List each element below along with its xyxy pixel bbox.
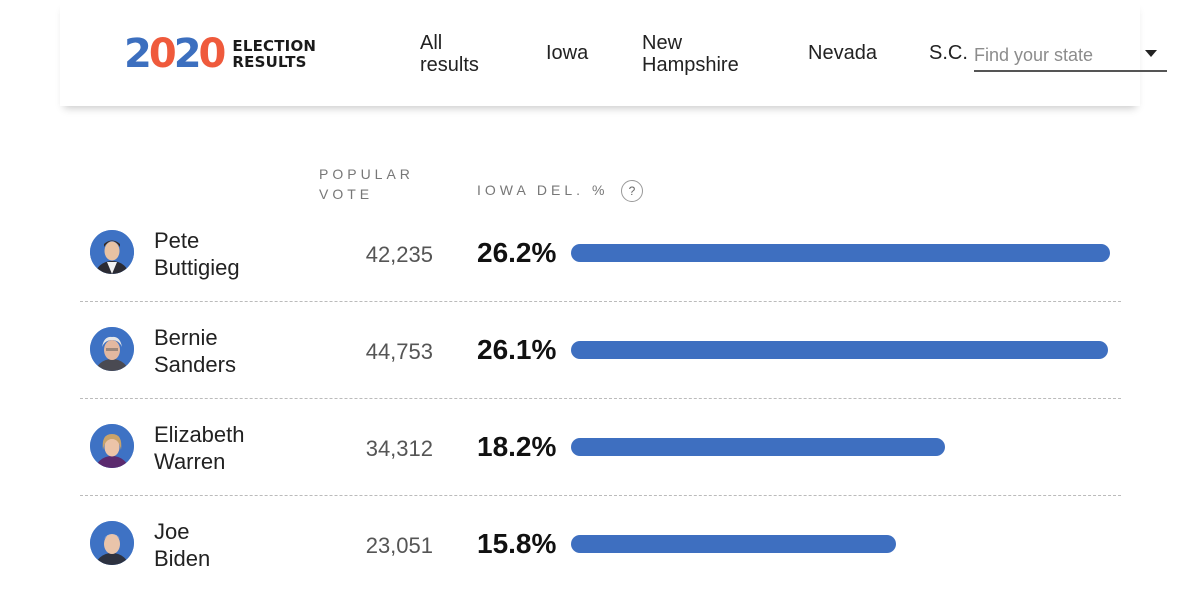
logo-digit: 2 bbox=[124, 31, 152, 77]
candidate-name: Pete Buttigieg bbox=[154, 227, 240, 281]
candidate-avatar bbox=[90, 230, 134, 274]
candidate-row: Bernie Sanders 44,753 26.1% bbox=[80, 302, 1121, 399]
candidate-avatar bbox=[90, 521, 134, 565]
help-icon[interactable]: ? bbox=[621, 180, 643, 202]
election-results-logo[interactable]: 2020 ELECTION RESULTS bbox=[124, 34, 316, 74]
popular-vote-count: 34,312 bbox=[365, 436, 433, 461]
delegate-bar bbox=[571, 535, 897, 553]
top-nav-header: 2020 ELECTION RESULTS All results Iowa N… bbox=[60, 0, 1167, 106]
logo-digit: 0 bbox=[148, 31, 177, 77]
candidate-row: Pete Buttigieg 42,235 26.2% bbox=[80, 205, 1121, 302]
first-name: Elizabeth bbox=[154, 422, 245, 447]
nav-nevada[interactable]: Nevada bbox=[808, 42, 877, 64]
delegate-percent: 26.2% bbox=[477, 237, 557, 268]
popular-vote-count: 23,051 bbox=[365, 533, 433, 558]
nav-iowa[interactable]: Iowa bbox=[546, 42, 589, 64]
last-name: Sanders bbox=[154, 352, 236, 377]
last-name: Biden bbox=[154, 546, 211, 571]
logo-subtitle: ELECTION RESULTS bbox=[232, 38, 316, 70]
delegate-percent: 15.8% bbox=[477, 528, 557, 559]
last-name: Buttigieg bbox=[154, 255, 240, 280]
logo-digit: 0 bbox=[198, 31, 227, 77]
find-state-dropdown[interactable]: Find your state bbox=[974, 40, 1167, 72]
delegate-percent: 26.1% bbox=[477, 334, 557, 365]
last-name: Warren bbox=[154, 449, 226, 474]
popular-vote-count: 42,235 bbox=[365, 242, 433, 267]
logo-line-election: ELECTION bbox=[232, 37, 317, 55]
nav-south-carolina[interactable]: S.C. bbox=[929, 42, 968, 64]
find-state-placeholder: Find your state bbox=[974, 45, 1094, 65]
first-name: Joe bbox=[154, 519, 190, 544]
candidate-avatar bbox=[90, 327, 134, 371]
first-name: Pete bbox=[154, 228, 200, 253]
delegate-bar bbox=[571, 438, 946, 456]
candidate-name: Joe Biden bbox=[154, 518, 210, 572]
candidate-name: Elizabeth Warren bbox=[154, 421, 245, 475]
delegate-bar bbox=[571, 244, 1110, 262]
logo-digit: 2 bbox=[173, 31, 202, 77]
nav-all-results[interactable]: All results bbox=[420, 32, 479, 76]
nav-new-hampshire[interactable]: New Hampshire bbox=[642, 32, 739, 76]
delegate-percent-header: IOWA DEL. % bbox=[477, 182, 609, 198]
logo-line-results: RESULTS bbox=[232, 53, 307, 71]
candidate-row: Elizabeth Warren 34,312 18.2% bbox=[80, 399, 1121, 496]
candidate-row: Joe Biden 23,051 15.8% bbox=[80, 496, 1121, 593]
first-name: Bernie bbox=[154, 325, 218, 350]
logo-year: 2020 bbox=[124, 31, 227, 77]
delegate-bar bbox=[571, 341, 1108, 359]
candidate-avatar bbox=[90, 424, 134, 468]
popular-vote-count: 44,753 bbox=[365, 339, 433, 364]
candidate-name: Bernie Sanders bbox=[154, 324, 236, 378]
popular-vote-header: POPULAR VOTE bbox=[319, 166, 414, 202]
caret-down-icon bbox=[1145, 50, 1157, 57]
delegate-percent: 18.2% bbox=[477, 431, 557, 462]
